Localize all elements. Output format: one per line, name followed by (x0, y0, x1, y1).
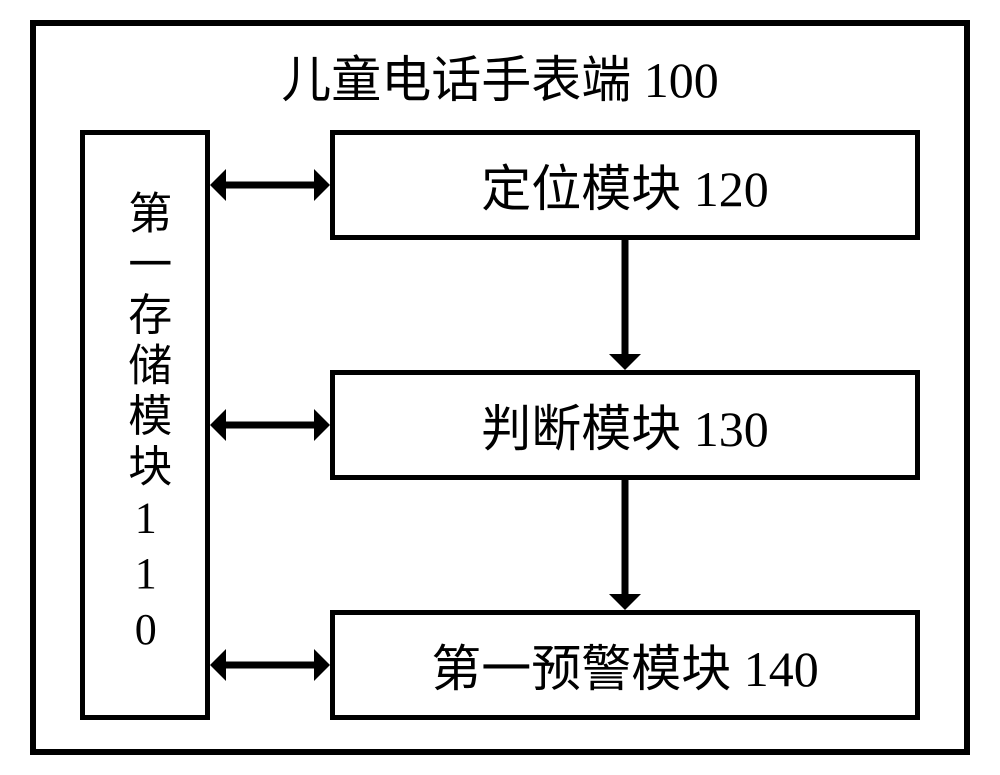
storage-module: 第一存储模块110 (80, 130, 210, 720)
positioning-module: 定位模块 120 (330, 130, 920, 240)
storage-module-label: 第一存储模块110 (110, 190, 180, 660)
alert-module: 第一预警模块 140 (330, 610, 920, 720)
positioning-module-label: 定位模块 120 (481, 149, 769, 221)
alert-module-label: 第一预警模块 140 (431, 629, 819, 701)
diagram-title: 儿童电话手表端 100 (30, 40, 970, 112)
judgment-module-label: 判断模块 130 (481, 389, 769, 461)
judgment-module: 判断模块 130 (330, 370, 920, 480)
